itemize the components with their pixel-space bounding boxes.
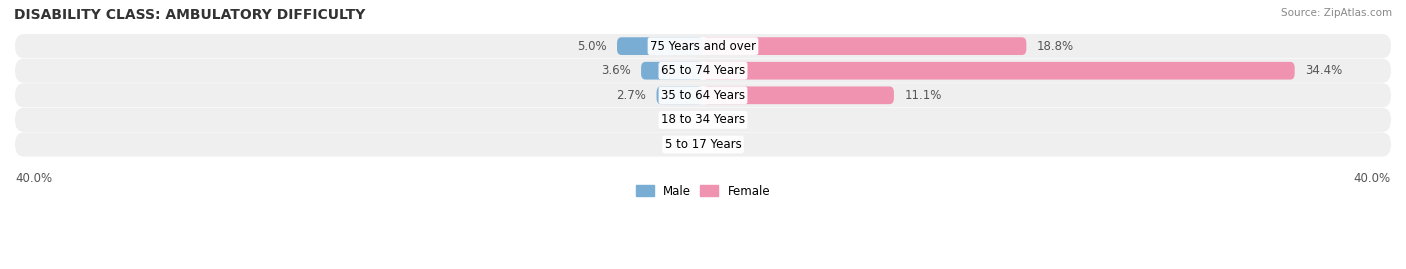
- Text: 11.1%: 11.1%: [904, 89, 942, 102]
- FancyBboxPatch shape: [703, 86, 894, 104]
- FancyBboxPatch shape: [617, 37, 703, 55]
- Legend: Male, Female: Male, Female: [631, 180, 775, 203]
- Text: 18.8%: 18.8%: [1036, 40, 1074, 53]
- Text: 0.0%: 0.0%: [713, 138, 742, 151]
- Text: 65 to 74 Years: 65 to 74 Years: [661, 64, 745, 77]
- FancyBboxPatch shape: [703, 37, 1026, 55]
- FancyBboxPatch shape: [15, 132, 1391, 157]
- Text: 0.0%: 0.0%: [713, 114, 742, 126]
- FancyBboxPatch shape: [15, 108, 1391, 132]
- Text: 3.6%: 3.6%: [600, 64, 631, 77]
- Text: 2.7%: 2.7%: [616, 89, 647, 102]
- Text: 18 to 34 Years: 18 to 34 Years: [661, 114, 745, 126]
- Text: 34.4%: 34.4%: [1305, 64, 1343, 77]
- Text: 0.0%: 0.0%: [664, 138, 693, 151]
- FancyBboxPatch shape: [15, 83, 1391, 107]
- FancyBboxPatch shape: [15, 34, 1391, 58]
- Text: 40.0%: 40.0%: [1354, 172, 1391, 185]
- Text: 5 to 17 Years: 5 to 17 Years: [665, 138, 741, 151]
- FancyBboxPatch shape: [657, 86, 703, 104]
- FancyBboxPatch shape: [15, 59, 1391, 83]
- FancyBboxPatch shape: [703, 62, 1295, 80]
- Text: 0.0%: 0.0%: [664, 114, 693, 126]
- Text: Source: ZipAtlas.com: Source: ZipAtlas.com: [1281, 8, 1392, 18]
- Text: DISABILITY CLASS: AMBULATORY DIFFICULTY: DISABILITY CLASS: AMBULATORY DIFFICULTY: [14, 8, 366, 22]
- Text: 75 Years and over: 75 Years and over: [650, 40, 756, 53]
- Text: 40.0%: 40.0%: [15, 172, 52, 185]
- Text: 35 to 64 Years: 35 to 64 Years: [661, 89, 745, 102]
- Text: 5.0%: 5.0%: [576, 40, 606, 53]
- FancyBboxPatch shape: [641, 62, 703, 80]
